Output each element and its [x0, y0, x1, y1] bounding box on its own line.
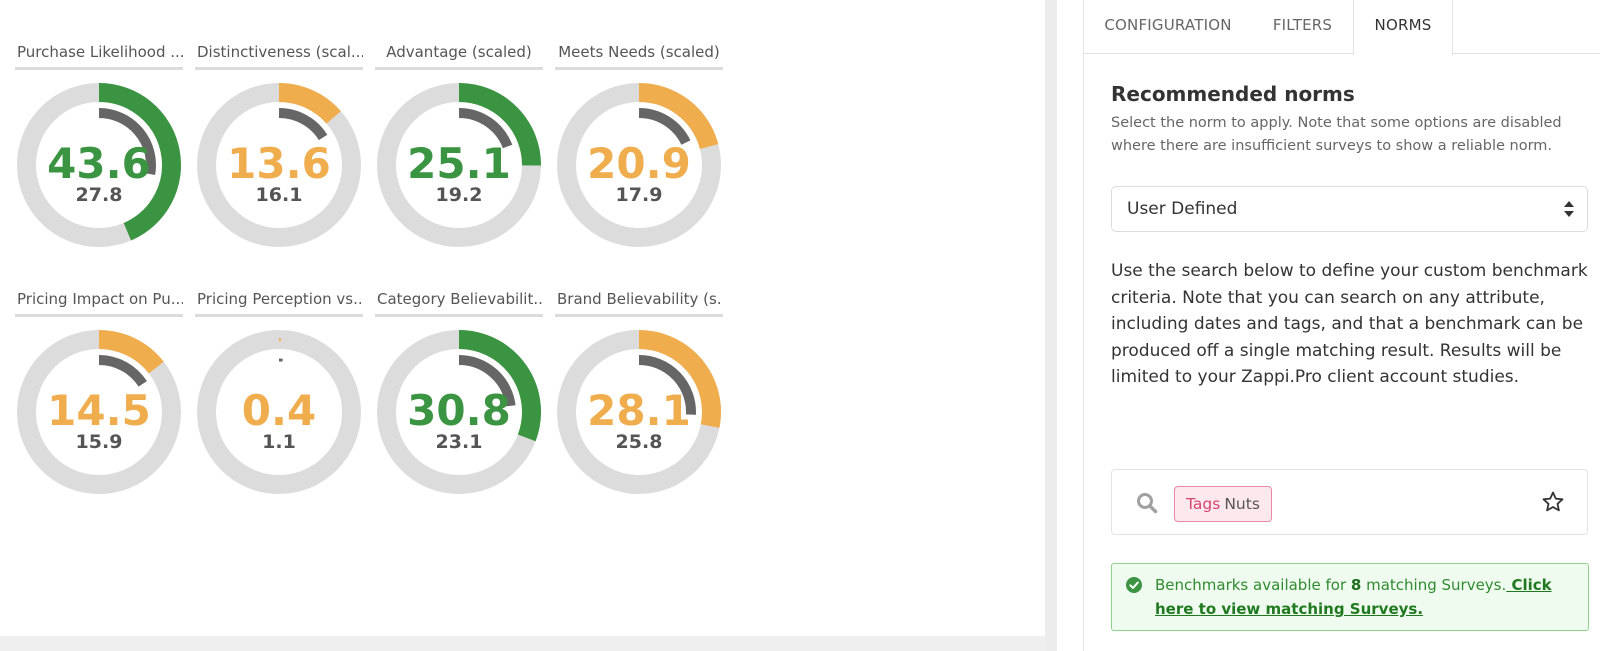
custom-benchmark-help: Use the search below to define your cust… [1111, 261, 1588, 387]
value-arc [458, 83, 542, 166]
metric-donut: 0.41.1 [197, 330, 361, 494]
donut-inner-ring [574, 100, 704, 230]
metric-donut: 20.917.9 [557, 83, 721, 247]
settings-panel [1057, 0, 1600, 651]
norm-arc [458, 355, 516, 407]
settings-panel-edge [1083, 0, 1084, 651]
tab-norms[interactable]: NORMS [1353, 0, 1453, 55]
metric-value: 43.6 [47, 139, 151, 188]
tag-filter-chip[interactable]: Tags Nuts [1174, 486, 1272, 522]
metric-norm: 16.1 [256, 184, 303, 206]
metric-title: Purchase Likelihood ... [17, 43, 183, 61]
value-arc [98, 330, 164, 374]
metric-tile[interactable]: Distinctiveness (scal... 13.6 16.1 [195, 40, 363, 249]
metric-value: 28.1 [587, 386, 691, 435]
metric-value: 14.5 [47, 386, 151, 435]
value-arc [638, 83, 719, 150]
donut-inner-ring [214, 347, 344, 477]
alert-prefix: Benchmarks available for [1155, 576, 1351, 594]
metric-title-rule [15, 67, 183, 70]
metric-title-rule [555, 67, 723, 70]
metric-title: Meets Needs (scaled) [558, 43, 720, 61]
norm-arc [98, 108, 156, 175]
metric-title: Advantage (scaled) [386, 43, 532, 61]
metric-tile[interactable]: Pricing Impact on Pu... 14.5 15.9 [15, 287, 183, 496]
metric-donut: 25.119.2 [377, 83, 542, 247]
star-icon[interactable] [1541, 490, 1565, 514]
view-matching-surveys-link[interactable]: Click here to view matching Surveys. [1155, 576, 1552, 618]
metric-tile[interactable]: Brand Believability (s... 28.1 25.8 [555, 287, 723, 496]
donut-inner-ring [34, 347, 164, 477]
metric-norm: 15.9 [76, 431, 123, 453]
tab-configuration[interactable]: CONFIGURATION [1104, 16, 1232, 34]
metric-tile[interactable]: Advantage (scaled) 25.1 19.2 [375, 40, 543, 249]
benchmarks-available-alert: Benchmarks available for 8 matching Surv… [1111, 563, 1589, 631]
metric-value: 20.9 [587, 139, 691, 188]
metric-donut: 13.616.1 [197, 83, 361, 247]
norm-select-value: User Defined [1127, 199, 1238, 219]
recommended-norms-section: Recommended norms Select the norm to app… [1111, 82, 1591, 158]
check-circle-icon [1126, 577, 1142, 593]
value-arc [278, 83, 341, 124]
norms-heading: Recommended norms [1111, 82, 1355, 106]
select-arrows-icon [1564, 201, 1574, 217]
metric-tile[interactable]: Category Believabilit... 30.8 23.1 [375, 287, 543, 496]
norm-arc [278, 108, 328, 141]
metric-donut: 14.515.9 [17, 330, 181, 494]
metric-title-rule [15, 314, 183, 317]
metric-norm: 1.1 [262, 431, 296, 453]
metrics-panel: Purchase Likelihood ... 43.6 27.8 Distincti… [0, 0, 1045, 636]
metric-norm: 25.8 [616, 431, 663, 453]
benchmark-search[interactable]: Tags Nuts [1111, 469, 1588, 535]
metric-value: 0.4 [242, 386, 316, 435]
metric-donut: 30.823.1 [377, 330, 541, 494]
norm-arc [638, 108, 691, 145]
metric-title: Category Believabilit... [377, 290, 543, 308]
norm-arc [638, 355, 696, 415]
matching-survey-count: 8 [1350, 576, 1362, 594]
metric-title-rule [195, 67, 363, 70]
metric-tile[interactable]: Pricing Perception vs... 0.4 1.1 [195, 287, 363, 496]
value-arc [458, 330, 541, 442]
alert-suffix: matching Surveys. [1361, 576, 1507, 594]
metric-title: Brand Believability (s... [557, 290, 723, 308]
norms-description: Select the norm to apply. Note that some… [1111, 115, 1562, 154]
metric-title-rule [555, 314, 723, 317]
metric-value: 25.1 [407, 139, 511, 188]
metric-title: Distinctiveness (scal... [197, 43, 363, 61]
norm-arc [458, 108, 513, 149]
metric-donut: 28.125.8 [557, 330, 721, 494]
metric-tile[interactable]: Meets Needs (scaled) 20.9 17.9 [555, 40, 723, 249]
metric-title-rule [375, 67, 543, 70]
settings-tabs: CONFIGURATION FILTERS NORMS [1084, 0, 1600, 55]
value-arc [98, 83, 181, 241]
metric-title-rule [195, 314, 363, 317]
norm-select[interactable]: User Defined [1111, 186, 1588, 232]
metric-value: 30.8 [407, 386, 511, 435]
tab-filters[interactable]: FILTERS [1272, 16, 1333, 34]
metric-title: Pricing Impact on Pu... [17, 290, 183, 308]
panel-divider [1045, 0, 1057, 651]
value-arc [638, 330, 721, 428]
metric-title: Pricing Perception vs... [197, 290, 363, 308]
metric-donut: 43.627.8 [17, 83, 181, 247]
metric-title-rule [375, 314, 543, 317]
metric-value: 13.6 [227, 139, 331, 188]
metric-norm: 17.9 [616, 184, 663, 206]
metric-norm: 19.2 [436, 184, 483, 206]
search-icon [1137, 493, 1158, 514]
metric-norm: 23.1 [436, 431, 483, 453]
metric-norm: 27.8 [76, 184, 123, 206]
tag-chip-key: Tags [1186, 495, 1221, 513]
tag-chip-value: Nuts [1224, 495, 1260, 513]
alert-message: Benchmarks available for 8 matching Surv… [1155, 573, 1575, 621]
metric-tile[interactable]: Purchase Likelihood ... 43.6 27.8 [15, 40, 183, 249]
norm-arc [98, 355, 147, 387]
